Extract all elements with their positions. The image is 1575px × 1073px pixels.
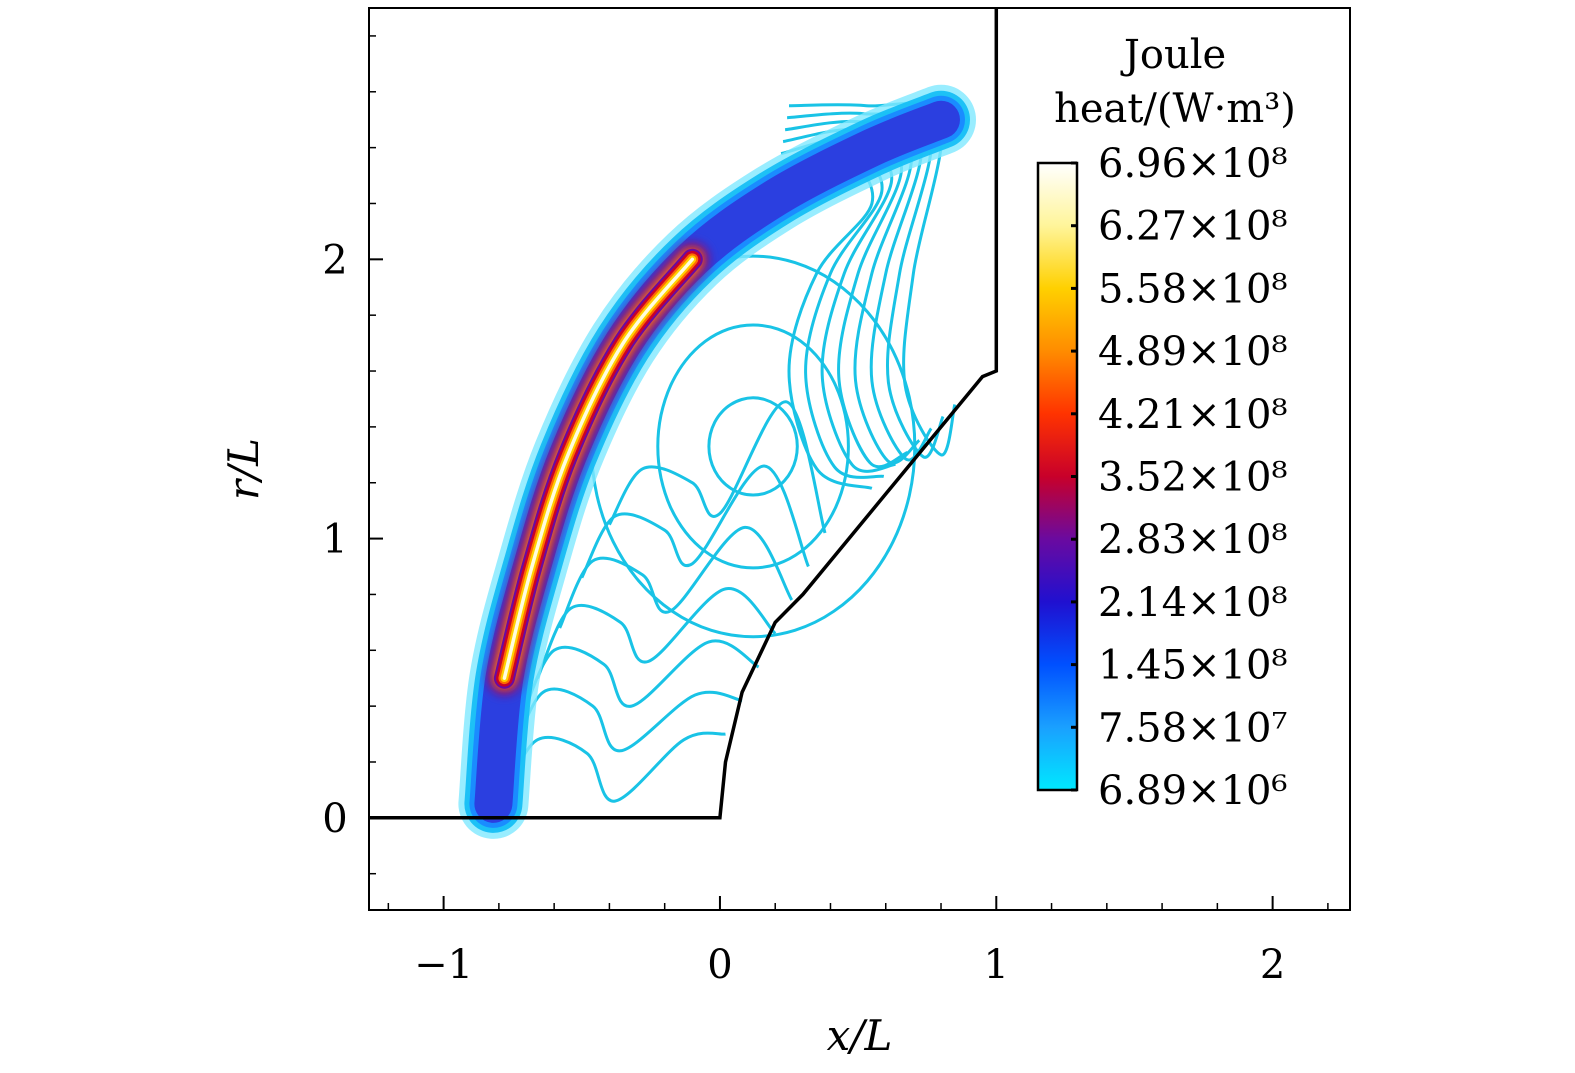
flow-contour xyxy=(508,687,743,763)
colorbar-label: 6.96×10⁸ xyxy=(1098,141,1288,187)
plot-frame xyxy=(368,7,1351,911)
colorbar-label: 2.14×10⁸ xyxy=(1098,580,1288,626)
body-outline xyxy=(369,8,999,820)
x-axis-title: x/L xyxy=(827,1011,893,1060)
colorbar-label: 1.45×10⁸ xyxy=(1098,643,1288,689)
x-tick-label: 0 xyxy=(707,942,732,988)
colorbar-label: 4.89×10⁸ xyxy=(1098,329,1288,375)
colorbar-label: 5.58×10⁸ xyxy=(1098,266,1288,312)
y-tick-label: 0 xyxy=(322,796,347,842)
y-tick-label: 1 xyxy=(322,517,347,563)
colorbar-ticks: 6.96×10⁸ 6.27×10⁸ 5.58×10⁸ 4.89×10⁸ 4.21×10⁸… xyxy=(1071,141,1288,814)
flow-contour xyxy=(608,400,827,534)
colorbar: Joule heat/(W·m³) 6.96×10⁸ 6.27×10⁸ 5.58×1… xyxy=(1036,32,1296,814)
flow-contour xyxy=(519,639,760,721)
colorbar-label: 3.52×10⁸ xyxy=(1098,455,1288,501)
x-axis-ticks: −1 0 1 2 xyxy=(387,896,1329,988)
heat-core-layer-crisp xyxy=(502,257,695,680)
colorbar-label: 7.58×10⁷ xyxy=(1098,705,1288,751)
heat-band xyxy=(458,84,976,839)
vortex-contour xyxy=(656,323,850,570)
x-tick-label: −1 xyxy=(414,942,473,988)
flow-contour xyxy=(558,525,794,629)
y-tick-label: 2 xyxy=(322,237,347,283)
vortex-contour xyxy=(707,396,799,497)
flow-contour xyxy=(503,731,726,803)
colorbar-title-line1: Joule xyxy=(1120,32,1226,78)
colorbar-label: 6.27×10⁸ xyxy=(1098,204,1288,250)
colorbar-label: 4.21×10⁸ xyxy=(1098,392,1288,438)
colorbar-gradient xyxy=(1036,161,1079,792)
y-axis-title: r/L xyxy=(219,438,268,500)
outer-contour xyxy=(788,101,957,457)
y-axis-ticks: 0 1 2 xyxy=(322,35,383,875)
colorbar-label: 2.83×10⁸ xyxy=(1098,517,1288,563)
colorbar-title-line2: heat/(W·m³) xyxy=(1054,86,1296,132)
x-tick-label: 2 xyxy=(1260,942,1285,988)
colorbar-label: 6.89×10⁶ xyxy=(1098,768,1288,814)
x-tick-label: 1 xyxy=(984,942,1009,988)
